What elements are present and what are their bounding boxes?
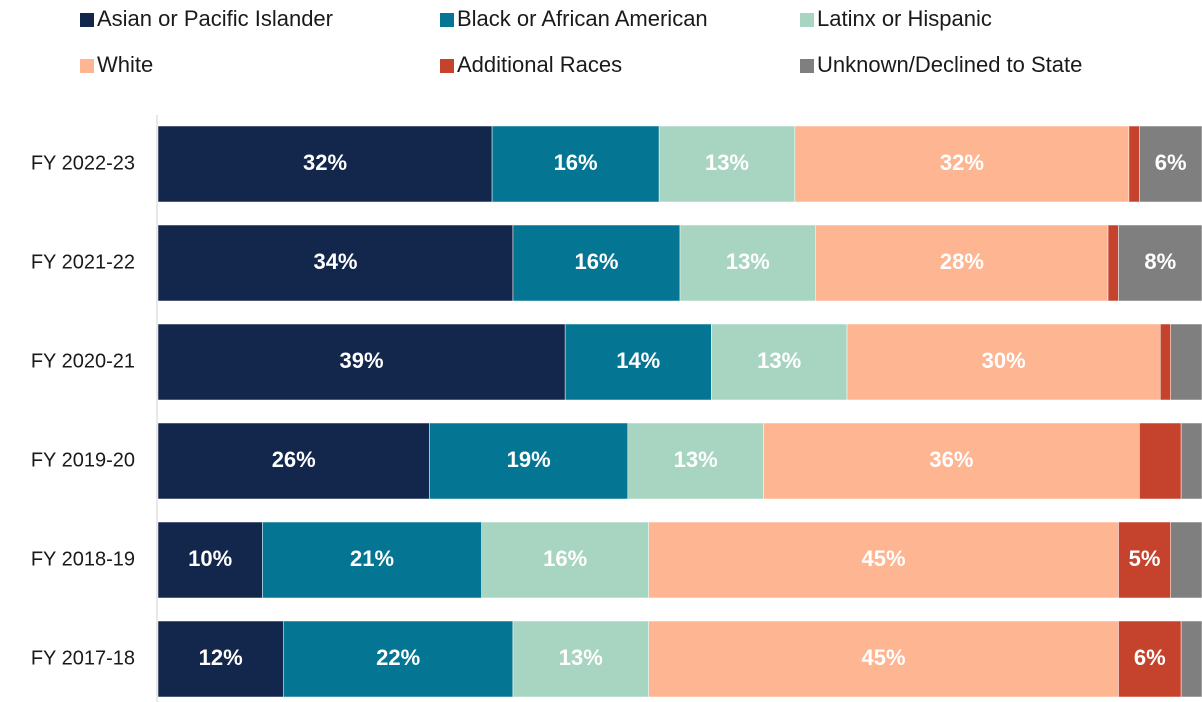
data-label: 16%: [554, 150, 598, 175]
bar-segment: [512, 620, 649, 698]
legend-swatch: [800, 13, 814, 27]
data-label: 45%: [862, 546, 906, 571]
bar-segment: [157, 224, 514, 302]
y-tick-label: FY 2022-23: [31, 152, 135, 174]
bar-segment: [157, 620, 284, 698]
legend-swatch: [440, 59, 454, 73]
bar-segment: [1170, 323, 1202, 401]
y-tick-label: FY 2018-19: [31, 548, 135, 570]
bar-segment: [1118, 521, 1171, 599]
legend-swatch: [800, 59, 814, 73]
bar-segment: [1128, 125, 1140, 203]
legend-label: Black or African American: [457, 6, 708, 31]
bar-segment: [1180, 422, 1202, 500]
bar-segment: [763, 422, 1140, 500]
bar-segment: [564, 323, 712, 401]
data-label: 32%: [940, 150, 984, 175]
y-tick-label: FY 2021-22: [31, 251, 135, 273]
bar-segment: [846, 323, 1161, 401]
data-label: 13%: [559, 645, 603, 670]
data-label: 22%: [376, 645, 420, 670]
data-label: 13%: [726, 249, 770, 274]
bar-segment: [283, 620, 514, 698]
legend-swatch: [80, 13, 94, 27]
bar-segment: [157, 521, 263, 599]
bar-segment: [491, 125, 660, 203]
data-label: 6%: [1155, 150, 1187, 175]
data-label: 8%: [1144, 249, 1176, 274]
bar-segment: [1159, 323, 1171, 401]
data-label: 12%: [199, 645, 243, 670]
bar-segment: [648, 620, 1119, 698]
bar-segment: [1170, 521, 1202, 599]
y-tick-label: FY 2019-20: [31, 449, 135, 471]
bar-segment: [1107, 224, 1119, 302]
data-label: 28%: [940, 249, 984, 274]
data-label: 13%: [757, 348, 801, 373]
bar-segment: [1180, 620, 1202, 698]
bar-segment: [627, 422, 764, 500]
legend-label: Asian or Pacific Islander: [97, 6, 333, 31]
data-label: 45%: [862, 645, 906, 670]
legend-swatch: [440, 13, 454, 27]
bar-segment: [429, 422, 629, 500]
bar-segment: [711, 323, 848, 401]
bar-segment: [481, 521, 649, 599]
data-label: 13%: [674, 447, 718, 472]
data-label: 16%: [543, 546, 587, 571]
data-label: 32%: [303, 150, 347, 175]
bar-segment: [157, 323, 566, 401]
data-label: 6%: [1134, 645, 1166, 670]
bar-segment: [815, 224, 1109, 302]
legend-label: Latinx or Hispanic: [817, 6, 992, 31]
y-tick-label: FY 2020-21: [31, 350, 135, 372]
legend-label: Additional Races: [457, 52, 622, 77]
bar-segment: [157, 422, 430, 500]
bar-segment: [1118, 224, 1202, 302]
data-label: 14%: [616, 348, 660, 373]
bar-segment: [658, 125, 796, 203]
bar-segment: [1118, 620, 1182, 698]
bar-segment: [679, 224, 816, 302]
data-label: 19%: [507, 447, 551, 472]
data-label: 30%: [982, 348, 1026, 373]
data-label: 34%: [313, 249, 357, 274]
legend-swatch: [80, 59, 94, 73]
data-label: 5%: [1129, 546, 1161, 571]
bar-segment: [1139, 422, 1182, 500]
data-label: 26%: [272, 447, 316, 472]
legend-label: White: [97, 52, 153, 77]
bar-segment: [157, 125, 493, 203]
data-label: 21%: [350, 546, 394, 571]
legend-label: Unknown/Declined to State: [817, 52, 1082, 77]
data-label: 16%: [574, 249, 618, 274]
data-label: 36%: [929, 447, 973, 472]
bar-segment: [648, 521, 1119, 599]
bar-segment: [794, 125, 1130, 203]
data-label: 10%: [188, 546, 232, 571]
y-tick-label: FY 2017-18: [31, 647, 135, 669]
data-label: 39%: [340, 348, 384, 373]
bar-segment: [262, 521, 482, 599]
data-label: 13%: [705, 150, 749, 175]
